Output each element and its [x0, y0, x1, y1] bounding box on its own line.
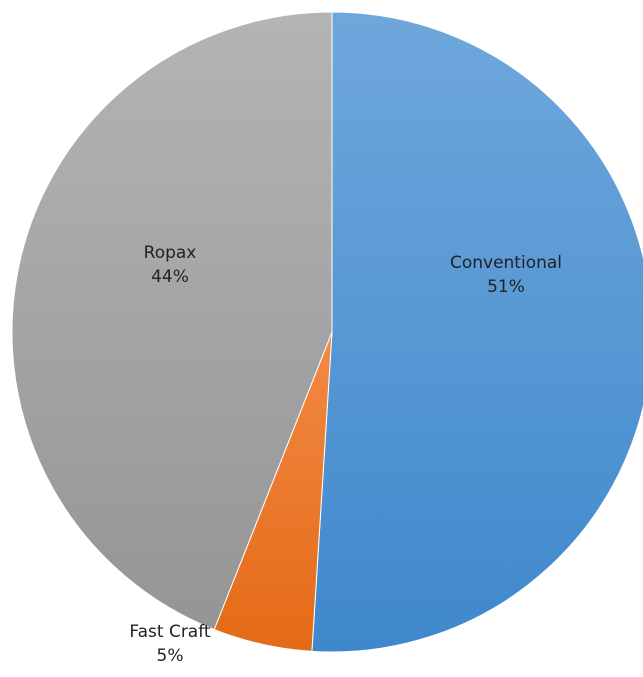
slice-label-fast-craft: Fast Craft	[129, 622, 211, 642]
slice-value-fast-craft: 5%	[157, 646, 184, 666]
slice-value-ropax: 44%	[151, 267, 189, 287]
pie-slice-conventional	[311, 11, 643, 653]
pie-labels: Conventional 51% Fast Craft 5% Ropax 44%	[129, 243, 562, 666]
slice-value-conventional: 51%	[487, 277, 525, 297]
slice-label-conventional: Conventional	[450, 253, 562, 273]
pie-slices	[11, 11, 643, 653]
slice-label-ropax: Ropax	[144, 243, 197, 263]
pie-slice-ropax	[11, 11, 333, 631]
